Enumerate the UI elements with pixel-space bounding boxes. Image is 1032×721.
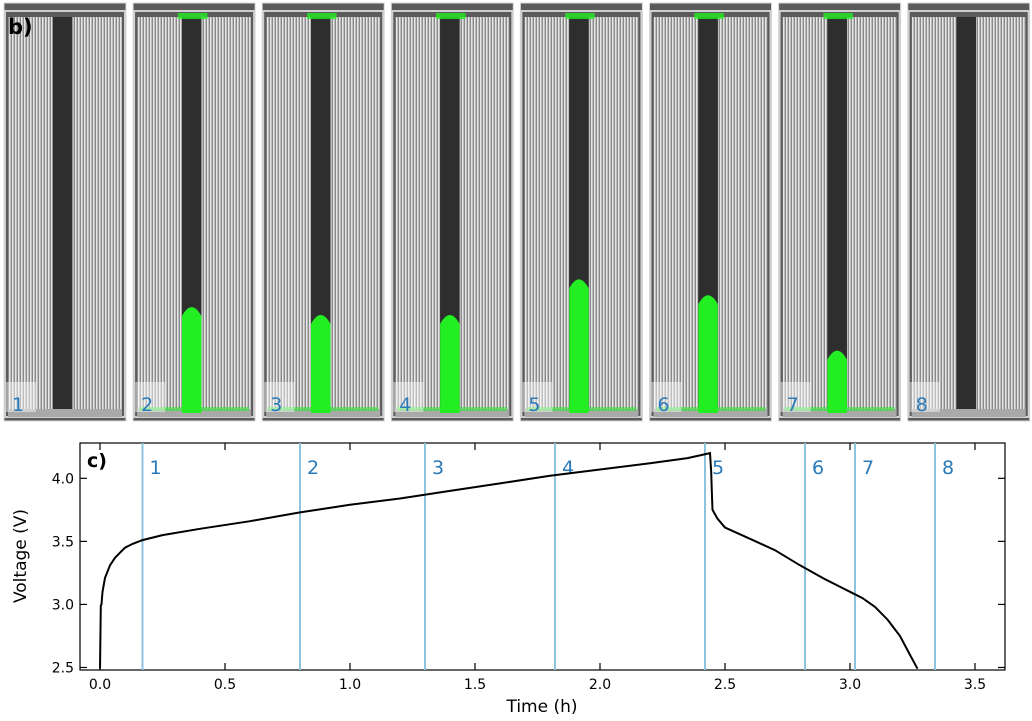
marker-label-1: 1	[150, 457, 162, 479]
gas-top-trace	[307, 13, 337, 19]
y-axis-label: Voltage (V)	[11, 509, 31, 603]
electrode-right	[201, 17, 252, 413]
x-axis-label: Time (h)	[505, 697, 577, 717]
x-tick-label: 2.0	[589, 677, 611, 693]
frame-marker-labels: 1 2 3 4 5 6 7 8	[150, 457, 955, 479]
gas-top-trace	[823, 13, 853, 19]
frame-3: 3	[261, 2, 385, 422]
frame-label: 1	[12, 394, 24, 416]
gas-bottom-trace	[526, 407, 637, 411]
gas-region	[569, 279, 589, 413]
gas-top-trace	[177, 13, 208, 19]
cell-core	[827, 17, 847, 413]
electrode-right	[846, 17, 897, 413]
marker-label-5: 5	[712, 457, 724, 479]
marker-label-6: 6	[812, 457, 824, 479]
cell-core	[440, 17, 460, 413]
x-tick-label: 0.5	[214, 677, 236, 693]
frame-label-background	[6, 382, 36, 412]
x-axis-ticks: 0.0 0.5 1.0 1.5 2.0 2.5 3.0 3.5	[89, 443, 986, 693]
gas-top-trace	[694, 13, 724, 19]
bottom-cap	[911, 409, 1026, 417]
marker-label-8: 8	[942, 457, 954, 479]
gas-top-trace	[436, 13, 466, 19]
gas-bottom-trace	[784, 407, 895, 411]
gas-bottom-trace	[397, 407, 508, 411]
electrode-right	[72, 17, 122, 413]
x-tick-label: 0.0	[89, 677, 111, 693]
gas-bottom-trace	[268, 407, 379, 411]
electrode-right	[588, 17, 639, 413]
frame-label: 8	[916, 394, 928, 416]
y-tick-label: 3.0	[52, 597, 74, 613]
gas-bottom-trace	[139, 407, 250, 411]
frame-label: 2	[141, 394, 153, 416]
frame-label-background	[780, 382, 811, 412]
frame-label-background	[264, 382, 295, 412]
voltage-chart: 1 2 3 4 5 6 7 8 0.0 0.5 1.0 1.5 2.0 2.5 3.0 3.5 2.5 3.0…	[11, 442, 1006, 717]
frame-marker-lines	[141, 443, 936, 670]
gas-bottom-trace	[655, 407, 766, 411]
frame-label: 4	[399, 394, 411, 416]
frame-label-background	[135, 382, 166, 412]
y-tick-label: 2.5	[52, 660, 74, 676]
electrode-right	[330, 17, 381, 413]
electrode-left	[911, 17, 957, 413]
frame-label: 3	[270, 394, 282, 416]
frame-label-background	[522, 382, 553, 412]
marker-label-7: 7	[862, 457, 874, 479]
frame-label-background	[393, 382, 424, 412]
cell-core	[956, 17, 977, 413]
y-axis-ticks: 2.5 3.0 3.5 4.0	[52, 471, 1005, 676]
frame-8: 8	[907, 2, 1031, 422]
marker-label-4: 4	[562, 457, 574, 479]
x-tick-label: 1.5	[464, 677, 486, 693]
bottom-cap	[8, 409, 122, 417]
electrode-left	[395, 17, 441, 413]
electrode-left	[137, 17, 182, 413]
electrode-right	[976, 17, 1026, 413]
x-tick-label: 3.5	[964, 677, 986, 693]
cell-core	[52, 17, 73, 413]
x-tick-label: 1.0	[339, 677, 361, 693]
frame-label: 7	[787, 394, 799, 416]
electrode-left	[782, 17, 828, 413]
x-tick-label: 2.5	[714, 677, 736, 693]
voltage-curve	[99, 451, 919, 670]
panel-label-b: b)	[8, 15, 33, 39]
frame-label-background	[651, 382, 682, 412]
radiography-panel: 1 2 3 4 5 6 7 8	[3, 2, 1031, 422]
electrode-left	[524, 17, 570, 413]
frame-5: 5	[519, 2, 643, 422]
gas-region	[698, 295, 718, 413]
frame-7: 7	[778, 2, 902, 422]
x-tick-label: 3.0	[839, 677, 861, 693]
gas-region	[440, 315, 460, 413]
electrode-left	[266, 17, 311, 413]
frame-6: 6	[649, 2, 772, 422]
gas-top-trace	[565, 13, 595, 19]
frame-label: 6	[658, 394, 670, 416]
y-tick-label: 4.0	[52, 471, 74, 487]
electrode-left	[8, 17, 53, 413]
electrode-right	[459, 17, 510, 413]
frame-label-background	[909, 382, 940, 412]
frame-label: 5	[528, 394, 540, 416]
marker-label-3: 3	[432, 457, 444, 479]
y-tick-label: 3.5	[52, 534, 74, 550]
gas-region	[311, 315, 331, 413]
cell-core	[311, 17, 331, 413]
marker-label-2: 2	[307, 457, 319, 479]
gas-region	[181, 307, 202, 413]
frame-2: 2	[132, 2, 256, 422]
electrode-left	[653, 17, 699, 413]
frame-4: 4	[390, 2, 514, 422]
panel-label-c: c)	[87, 450, 107, 472]
electrode-right	[717, 17, 768, 413]
gas-region	[827, 350, 847, 413]
frame-1: 1	[3, 2, 127, 422]
plot-frame	[79, 442, 1006, 671]
